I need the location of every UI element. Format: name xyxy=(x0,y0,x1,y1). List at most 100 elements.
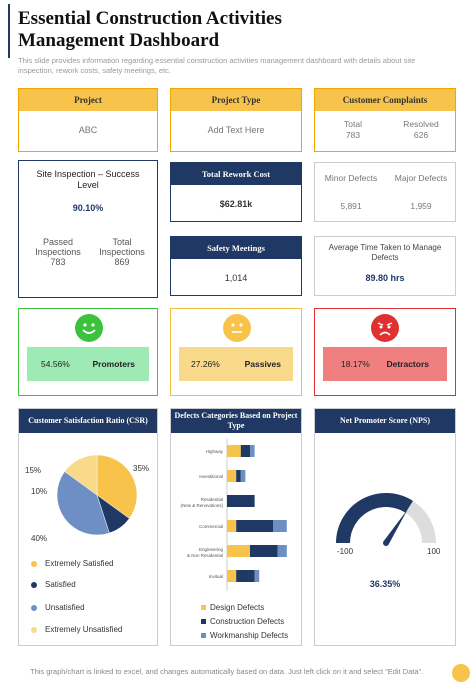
bar-workmanship-defects xyxy=(254,570,260,582)
csr-legend-extremely-satisfied: Extremely Satisfied xyxy=(31,559,113,568)
csr-title: Customer Satisfaction Ratio (CSR) xyxy=(19,409,157,433)
happy-face-icon xyxy=(75,314,103,342)
nps-value: 36.35% xyxy=(369,579,401,589)
complaints-label: Customer Complaints xyxy=(315,89,455,111)
bar-workmanship-defects xyxy=(250,445,255,457)
complaints-resolved: Resolved 626 xyxy=(403,119,439,140)
passives-label: Passives xyxy=(244,359,281,369)
detractors-label: Detractors xyxy=(386,359,429,369)
gauge-hub xyxy=(383,540,389,546)
major-defects: Major Defects xyxy=(394,173,448,183)
csr-card: Customer Satisfaction Ratio (CSR) 15% 10… xyxy=(18,408,158,646)
legend-dot xyxy=(31,604,37,611)
legend-swatch xyxy=(201,605,206,610)
legend-dot xyxy=(31,560,37,567)
detractors-pct: 18.17% xyxy=(341,359,370,369)
nps-gauge xyxy=(336,493,436,546)
passed-inspections: Passed Inspections 783 xyxy=(35,237,81,267)
sad-face-icon xyxy=(371,314,399,342)
minor-defects-value: 5,891 xyxy=(340,201,362,211)
project-label: Project xyxy=(19,89,157,111)
pie-slice-unsatisfied xyxy=(56,471,110,536)
pie-slice-extremely-satisfied xyxy=(96,454,138,519)
defect-categories-title: Defects Categories Based on Project Type xyxy=(171,409,301,433)
promoters-pct: 54.56% xyxy=(41,359,70,369)
bar-category-label: Highway xyxy=(206,449,224,454)
pie-slice-extremely-unsatisfied xyxy=(64,454,98,496)
bar-category-label: Commercial xyxy=(199,524,223,529)
csr-legend-satisfied: Satisfied xyxy=(31,580,76,589)
passives-card: 27.26% Passives xyxy=(170,308,302,396)
rework-label: Total Rework Cost xyxy=(171,163,301,185)
safety-label: Safety Meetings xyxy=(171,237,301,259)
bar-category-label: & Non Residential xyxy=(187,553,223,558)
bar-design-defects xyxy=(227,520,237,532)
csr-legend-unsatisfied: Unsatisfied xyxy=(31,603,85,612)
page-title: Essential Construction Activities Manage… xyxy=(18,8,282,51)
avg-time-value: 89.80 hrs xyxy=(365,273,405,283)
legend-construction-defects: Construction Defects xyxy=(201,617,284,626)
project-type-card: Project Type Add Text Here xyxy=(170,88,302,152)
csr-legend-extremely-unsatisfied: Extremely Unsatisfied xyxy=(31,625,122,634)
avg-time-card: Average Time Taken to Manage Defects 89.… xyxy=(314,236,456,296)
bar-category-label: Investitional xyxy=(199,474,223,479)
bar-workmanship-defects xyxy=(273,520,287,532)
site-inspection-value: 90.10% xyxy=(72,203,104,213)
footer-note: This graph/chart is linked to excel, and… xyxy=(30,667,424,676)
bar-category-label: Residential xyxy=(201,497,223,502)
bar-construction-defects xyxy=(236,570,255,582)
total-inspections: Total Inspections 869 xyxy=(99,237,145,267)
major-defects-value: 1,959 xyxy=(410,201,432,211)
site-inspection-title: Site Inspection – Success Level xyxy=(36,169,140,190)
project-type-value: Add Text Here xyxy=(207,125,265,135)
project-type-label: Project Type xyxy=(171,89,301,111)
detractors-card: 18.17% Detractors xyxy=(314,308,456,396)
page-subtitle: This slide provides information regardin… xyxy=(18,56,416,75)
site-inspection-card: Site Inspection – Success Level 90.10% P… xyxy=(18,160,158,298)
bar-design-defects xyxy=(227,470,237,482)
bar-category-label: (New & Renovations) xyxy=(180,503,223,508)
bar-construction-defects xyxy=(236,470,241,482)
defects-card: Minor Defects 5,891 Major Defects 1,959 xyxy=(314,162,456,222)
nps-card: Net Promoter Score (NPS) -100 100 36.35% xyxy=(314,408,456,646)
detractors-bar: 18.17% Detractors xyxy=(323,347,447,381)
csr-label-15: 15% xyxy=(25,466,41,475)
bar-construction-defects xyxy=(227,495,255,507)
rework-value: $62.81k xyxy=(219,199,253,209)
promoters-label: Promoters xyxy=(92,359,135,369)
legend-workmanship-defects: Workmanship Defects xyxy=(201,631,288,640)
bar-design-defects xyxy=(227,570,237,582)
project-card: Project ABC xyxy=(18,88,158,152)
bar-construction-defects xyxy=(236,520,273,532)
safety-value: 1,014 xyxy=(224,273,248,283)
rework-card: Total Rework Cost $62.81k xyxy=(170,162,302,222)
bar-design-defects xyxy=(227,545,250,557)
bar-category-label: Invitual xyxy=(209,574,223,579)
passives-bar: 27.26% Passives xyxy=(179,347,293,381)
minor-defects: Minor Defects xyxy=(324,173,378,183)
legend-swatch xyxy=(201,633,206,638)
legend-design-defects: Design Defects xyxy=(201,603,264,612)
bar-category-label: Engineering xyxy=(199,547,224,552)
bar-construction-defects xyxy=(240,445,250,457)
gauge-needle xyxy=(383,509,408,545)
avg-time-label: Average Time Taken to Manage Defects xyxy=(328,243,442,262)
bar-construction-defects xyxy=(250,545,278,557)
defect-categories-bar-chart: Highway Investitional Residential(New & Re… xyxy=(180,439,287,591)
csr-label-10: 10% xyxy=(31,487,47,496)
csr-pie-chart: 15% 10% 35% 40% xyxy=(25,454,149,543)
safety-card: Safety Meetings 1,014 xyxy=(170,236,302,296)
title-accent-line xyxy=(8,4,10,58)
csr-label-40: 40% xyxy=(31,534,47,543)
passives-pct: 27.26% xyxy=(191,359,220,369)
bar-workmanship-defects xyxy=(240,470,246,482)
promoters-card: 54.56% Promoters xyxy=(18,308,158,396)
complaints-total: Total 783 xyxy=(344,119,362,140)
bar-workmanship-defects xyxy=(277,545,287,557)
legend-swatch xyxy=(201,619,206,624)
nps-min: -100 xyxy=(337,547,354,556)
csr-label-35: 35% xyxy=(133,464,149,473)
legend-dot xyxy=(31,581,37,588)
corner-circle-decoration xyxy=(452,664,470,682)
bar-design-defects xyxy=(227,445,241,457)
